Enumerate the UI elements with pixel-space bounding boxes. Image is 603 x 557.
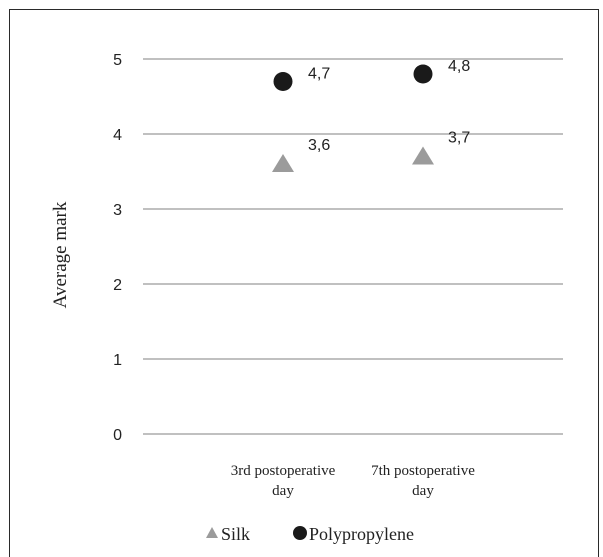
- y-tick-label: 2: [113, 277, 122, 294]
- polypropylene-point: [413, 64, 433, 84]
- data-label: 4,8: [448, 58, 470, 75]
- legend: Silk Polypropylene: [206, 524, 414, 544]
- data-label: 3,7: [448, 130, 470, 147]
- silk-point: [272, 154, 294, 172]
- legend-label: Polypropylene: [309, 524, 414, 544]
- data-points: 3,6 3,7 4,7 4,8: [272, 58, 470, 172]
- y-tick-label: 4: [113, 127, 122, 144]
- y-axis-label: Average mark: [50, 201, 71, 308]
- x-category-label: 7th postoperative day: [371, 463, 475, 499]
- chart-frame: [9, 9, 599, 557]
- polypropylene-point: [273, 72, 293, 91]
- y-tick-labels: 0 1 2 3 4 5: [113, 52, 122, 444]
- legend-silk-marker: [206, 527, 218, 538]
- legend-polypropylene-marker: [293, 526, 307, 540]
- y-tick-label: 1: [113, 352, 122, 369]
- y-tick-label: 3: [113, 202, 122, 219]
- gridlines: [143, 58, 563, 435]
- silk-point: [412, 146, 434, 165]
- data-label: 4,7: [308, 66, 330, 83]
- legend-label: Silk: [221, 524, 250, 544]
- x-category-label: 3rd postoperative day: [231, 463, 336, 499]
- y-tick-label: 0: [113, 427, 122, 444]
- data-label: 3,6: [308, 137, 330, 154]
- y-tick-label: 5: [113, 52, 122, 69]
- x-category-labels: 3rd postoperative day 7th postoperative day: [231, 463, 475, 499]
